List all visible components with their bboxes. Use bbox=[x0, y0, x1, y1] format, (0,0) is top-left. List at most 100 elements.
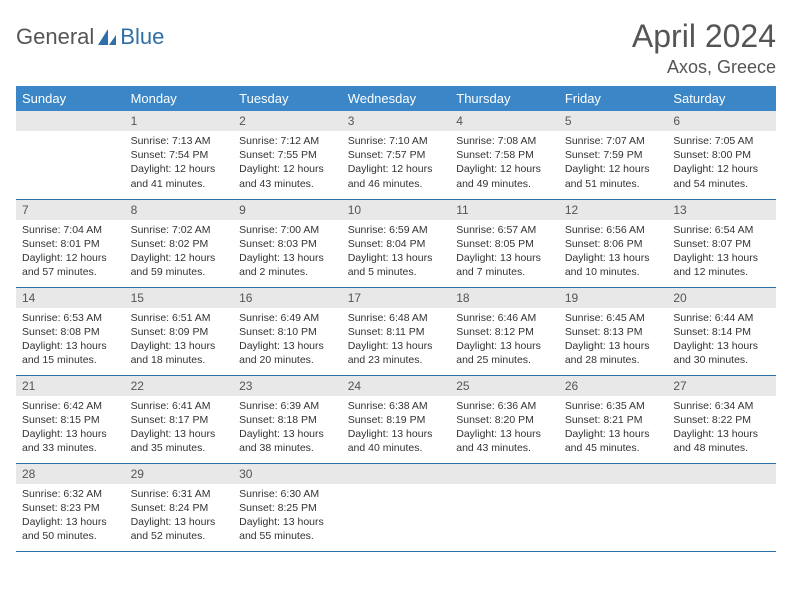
weekday-header: Monday bbox=[125, 86, 234, 111]
calendar-cell: 15Sunrise: 6:51 AMSunset: 8:09 PMDayligh… bbox=[125, 287, 234, 375]
day-details: Sunrise: 7:12 AMSunset: 7:55 PMDaylight:… bbox=[233, 131, 342, 195]
calendar-cell: 24Sunrise: 6:38 AMSunset: 8:19 PMDayligh… bbox=[342, 375, 451, 463]
day-number: 5 bbox=[559, 111, 668, 131]
calendar-cell bbox=[450, 463, 559, 551]
day-details: Sunrise: 6:35 AMSunset: 8:21 PMDaylight:… bbox=[559, 396, 668, 460]
day-details: Sunrise: 6:54 AMSunset: 8:07 PMDaylight:… bbox=[667, 220, 776, 284]
month-title: April 2024 bbox=[632, 18, 776, 55]
day-number: 25 bbox=[450, 376, 559, 396]
day-number: 26 bbox=[559, 376, 668, 396]
day-details: Sunrise: 6:34 AMSunset: 8:22 PMDaylight:… bbox=[667, 396, 776, 460]
day-details: Sunrise: 6:45 AMSunset: 8:13 PMDaylight:… bbox=[559, 308, 668, 372]
day-details: Sunrise: 6:57 AMSunset: 8:05 PMDaylight:… bbox=[450, 220, 559, 284]
day-number: 17 bbox=[342, 288, 451, 308]
weekday-header: Saturday bbox=[667, 86, 776, 111]
calendar-cell: 26Sunrise: 6:35 AMSunset: 8:21 PMDayligh… bbox=[559, 375, 668, 463]
page-header: General Blue April 2024 Axos, Greece bbox=[16, 18, 776, 78]
weekday-header: Tuesday bbox=[233, 86, 342, 111]
day-number: 28 bbox=[16, 464, 125, 484]
day-details: Sunrise: 6:32 AMSunset: 8:23 PMDaylight:… bbox=[16, 484, 125, 548]
calendar-cell: 4Sunrise: 7:08 AMSunset: 7:58 PMDaylight… bbox=[450, 111, 559, 199]
calendar-row: 28Sunrise: 6:32 AMSunset: 8:23 PMDayligh… bbox=[16, 463, 776, 551]
day-number: 13 bbox=[667, 200, 776, 220]
calendar-cell: 18Sunrise: 6:46 AMSunset: 8:12 PMDayligh… bbox=[450, 287, 559, 375]
calendar-cell: 27Sunrise: 6:34 AMSunset: 8:22 PMDayligh… bbox=[667, 375, 776, 463]
day-details: Sunrise: 6:39 AMSunset: 8:18 PMDaylight:… bbox=[233, 396, 342, 460]
day-details: Sunrise: 7:13 AMSunset: 7:54 PMDaylight:… bbox=[125, 131, 234, 195]
day-number-empty bbox=[667, 464, 776, 484]
day-number: 14 bbox=[16, 288, 125, 308]
calendar-cell: 21Sunrise: 6:42 AMSunset: 8:15 PMDayligh… bbox=[16, 375, 125, 463]
calendar-cell: 6Sunrise: 7:05 AMSunset: 8:00 PMDaylight… bbox=[667, 111, 776, 199]
calendar-table: SundayMondayTuesdayWednesdayThursdayFrid… bbox=[16, 86, 776, 552]
day-number: 8 bbox=[125, 200, 234, 220]
day-number: 24 bbox=[342, 376, 451, 396]
calendar-cell: 19Sunrise: 6:45 AMSunset: 8:13 PMDayligh… bbox=[559, 287, 668, 375]
calendar-cell: 11Sunrise: 6:57 AMSunset: 8:05 PMDayligh… bbox=[450, 199, 559, 287]
calendar-cell: 10Sunrise: 6:59 AMSunset: 8:04 PMDayligh… bbox=[342, 199, 451, 287]
day-details: Sunrise: 6:38 AMSunset: 8:19 PMDaylight:… bbox=[342, 396, 451, 460]
day-number: 16 bbox=[233, 288, 342, 308]
weekday-header: Sunday bbox=[16, 86, 125, 111]
calendar-cell bbox=[559, 463, 668, 551]
day-number: 18 bbox=[450, 288, 559, 308]
calendar-cell: 20Sunrise: 6:44 AMSunset: 8:14 PMDayligh… bbox=[667, 287, 776, 375]
calendar-cell: 2Sunrise: 7:12 AMSunset: 7:55 PMDaylight… bbox=[233, 111, 342, 199]
day-number: 4 bbox=[450, 111, 559, 131]
calendar-cell: 8Sunrise: 7:02 AMSunset: 8:02 PMDaylight… bbox=[125, 199, 234, 287]
calendar-cell: 28Sunrise: 6:32 AMSunset: 8:23 PMDayligh… bbox=[16, 463, 125, 551]
calendar-cell: 16Sunrise: 6:49 AMSunset: 8:10 PMDayligh… bbox=[233, 287, 342, 375]
day-number: 20 bbox=[667, 288, 776, 308]
calendar-cell: 13Sunrise: 6:54 AMSunset: 8:07 PMDayligh… bbox=[667, 199, 776, 287]
calendar-cell: 5Sunrise: 7:07 AMSunset: 7:59 PMDaylight… bbox=[559, 111, 668, 199]
calendar-row: 21Sunrise: 6:42 AMSunset: 8:15 PMDayligh… bbox=[16, 375, 776, 463]
calendar-body: 1Sunrise: 7:13 AMSunset: 7:54 PMDaylight… bbox=[16, 111, 776, 551]
day-details: Sunrise: 6:44 AMSunset: 8:14 PMDaylight:… bbox=[667, 308, 776, 372]
logo-sail-icon bbox=[96, 27, 118, 47]
weekday-header: Thursday bbox=[450, 86, 559, 111]
calendar-cell: 25Sunrise: 6:36 AMSunset: 8:20 PMDayligh… bbox=[450, 375, 559, 463]
day-number: 2 bbox=[233, 111, 342, 131]
day-number: 30 bbox=[233, 464, 342, 484]
day-number-empty bbox=[559, 464, 668, 484]
day-details: Sunrise: 6:36 AMSunset: 8:20 PMDaylight:… bbox=[450, 396, 559, 460]
calendar-cell: 9Sunrise: 7:00 AMSunset: 8:03 PMDaylight… bbox=[233, 199, 342, 287]
location-label: Axos, Greece bbox=[632, 57, 776, 78]
calendar-cell bbox=[667, 463, 776, 551]
day-details: Sunrise: 7:10 AMSunset: 7:57 PMDaylight:… bbox=[342, 131, 451, 195]
calendar-cell: 30Sunrise: 6:30 AMSunset: 8:25 PMDayligh… bbox=[233, 463, 342, 551]
day-details: Sunrise: 6:49 AMSunset: 8:10 PMDaylight:… bbox=[233, 308, 342, 372]
day-number: 7 bbox=[16, 200, 125, 220]
day-details: Sunrise: 7:07 AMSunset: 7:59 PMDaylight:… bbox=[559, 131, 668, 195]
day-number: 3 bbox=[342, 111, 451, 131]
day-number: 10 bbox=[342, 200, 451, 220]
day-details: Sunrise: 7:08 AMSunset: 7:58 PMDaylight:… bbox=[450, 131, 559, 195]
day-number-empty bbox=[342, 464, 451, 484]
calendar-cell bbox=[16, 111, 125, 199]
day-number: 19 bbox=[559, 288, 668, 308]
day-details: Sunrise: 6:46 AMSunset: 8:12 PMDaylight:… bbox=[450, 308, 559, 372]
title-block: April 2024 Axos, Greece bbox=[632, 18, 776, 78]
day-number: 12 bbox=[559, 200, 668, 220]
day-details: Sunrise: 7:02 AMSunset: 8:02 PMDaylight:… bbox=[125, 220, 234, 284]
day-details: Sunrise: 6:31 AMSunset: 8:24 PMDaylight:… bbox=[125, 484, 234, 548]
day-details: Sunrise: 6:53 AMSunset: 8:08 PMDaylight:… bbox=[16, 308, 125, 372]
calendar-cell: 7Sunrise: 7:04 AMSunset: 8:01 PMDaylight… bbox=[16, 199, 125, 287]
logo-text-general: General bbox=[16, 24, 94, 50]
calendar-cell bbox=[342, 463, 451, 551]
day-details: Sunrise: 7:00 AMSunset: 8:03 PMDaylight:… bbox=[233, 220, 342, 284]
calendar-cell: 14Sunrise: 6:53 AMSunset: 8:08 PMDayligh… bbox=[16, 287, 125, 375]
calendar-cell: 1Sunrise: 7:13 AMSunset: 7:54 PMDaylight… bbox=[125, 111, 234, 199]
day-details: Sunrise: 6:30 AMSunset: 8:25 PMDaylight:… bbox=[233, 484, 342, 548]
day-number: 1 bbox=[125, 111, 234, 131]
logo-text-blue: Blue bbox=[120, 24, 164, 50]
day-number: 6 bbox=[667, 111, 776, 131]
day-details: Sunrise: 7:04 AMSunset: 8:01 PMDaylight:… bbox=[16, 220, 125, 284]
day-details: Sunrise: 6:56 AMSunset: 8:06 PMDaylight:… bbox=[559, 220, 668, 284]
day-number: 29 bbox=[125, 464, 234, 484]
day-number: 21 bbox=[16, 376, 125, 396]
calendar-cell: 23Sunrise: 6:39 AMSunset: 8:18 PMDayligh… bbox=[233, 375, 342, 463]
day-number-empty bbox=[450, 464, 559, 484]
calendar-head: SundayMondayTuesdayWednesdayThursdayFrid… bbox=[16, 86, 776, 111]
weekday-header: Wednesday bbox=[342, 86, 451, 111]
